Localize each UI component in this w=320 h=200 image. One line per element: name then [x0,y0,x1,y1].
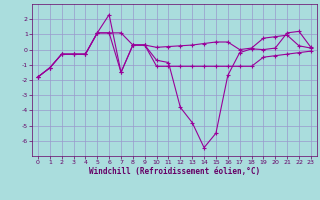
X-axis label: Windchill (Refroidissement éolien,°C): Windchill (Refroidissement éolien,°C) [89,167,260,176]
